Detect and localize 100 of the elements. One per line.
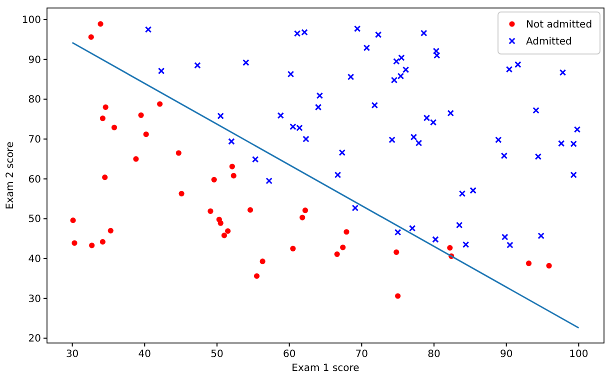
point [430, 118, 437, 126]
point [344, 229, 350, 235]
point [194, 62, 201, 69]
point [374, 31, 382, 38]
point [458, 190, 466, 197]
x-tick-label: 80 [428, 349, 440, 360]
point [363, 44, 370, 52]
x-tick-label: 40 [138, 349, 152, 360]
point [388, 136, 396, 144]
point [302, 208, 308, 214]
point [229, 164, 235, 170]
point [277, 112, 284, 119]
y-tick-label: 40 [28, 254, 41, 266]
legend-label: Admitted [526, 36, 572, 48]
point [574, 126, 581, 133]
point [228, 138, 235, 145]
x-tick-label: 60 [282, 349, 296, 360]
point [100, 116, 106, 122]
point [434, 52, 440, 59]
point [514, 61, 522, 68]
point [500, 152, 508, 160]
point [260, 258, 266, 264]
point [211, 176, 217, 182]
point [402, 66, 410, 74]
y-tick-label: 90 [28, 54, 41, 66]
point [287, 70, 294, 78]
point [254, 273, 260, 279]
point [98, 21, 104, 27]
point [390, 76, 398, 84]
point [538, 232, 544, 240]
y-tick-label: 50 [28, 214, 41, 226]
point [495, 136, 502, 144]
point [230, 172, 236, 178]
point [143, 131, 149, 138]
point [534, 153, 542, 160]
point [506, 242, 514, 248]
point [242, 59, 250, 66]
point [88, 34, 94, 40]
point [247, 207, 254, 213]
point [447, 110, 454, 117]
point [252, 156, 259, 163]
point [347, 74, 354, 80]
y-tick-label: 100 [22, 15, 41, 26]
point [108, 228, 114, 234]
y-tick-label: 70 [28, 134, 41, 146]
y-tick-label: 30 [28, 294, 41, 305]
point [456, 222, 463, 228]
x-tick-label: 90 [500, 349, 513, 360]
point [133, 156, 139, 162]
point [111, 124, 118, 130]
point [314, 104, 322, 111]
y-tick-label: 60 [28, 174, 41, 186]
point [144, 26, 152, 33]
point [408, 224, 416, 232]
point [216, 216, 222, 222]
point [290, 246, 296, 252]
point [420, 30, 428, 36]
point [532, 107, 540, 114]
point [462, 241, 470, 248]
x-tick-label: 100 [569, 349, 588, 360]
point [397, 72, 404, 80]
point [502, 234, 508, 240]
point [352, 204, 359, 212]
point [89, 242, 95, 248]
point [410, 134, 418, 140]
point [300, 214, 306, 220]
point [354, 25, 361, 32]
point [70, 218, 76, 224]
point [415, 140, 422, 146]
point [506, 66, 513, 73]
point [570, 140, 577, 148]
point [102, 104, 108, 110]
point [176, 150, 182, 156]
x-axis-title: Exam 1 score [292, 363, 360, 374]
y-tick-label: 80 [28, 94, 41, 106]
point [158, 68, 165, 74]
point [395, 293, 401, 299]
point [526, 260, 532, 266]
point [157, 101, 163, 107]
x-tick-label: 70 [355, 349, 368, 360]
point [208, 208, 214, 214]
point [316, 92, 324, 99]
legend-label: Not admitted [526, 20, 592, 30]
point [340, 244, 346, 250]
point [423, 114, 430, 122]
point [338, 149, 346, 156]
point [334, 172, 342, 178]
point [371, 102, 378, 109]
point [217, 112, 224, 120]
point [178, 190, 184, 196]
point [225, 228, 231, 234]
point [393, 58, 400, 65]
point [447, 245, 453, 251]
y-tick-label: 20 [28, 334, 41, 345]
point [102, 174, 108, 180]
point [266, 178, 272, 184]
point [432, 236, 439, 243]
point [432, 48, 440, 54]
point [559, 69, 566, 76]
point [138, 112, 144, 118]
